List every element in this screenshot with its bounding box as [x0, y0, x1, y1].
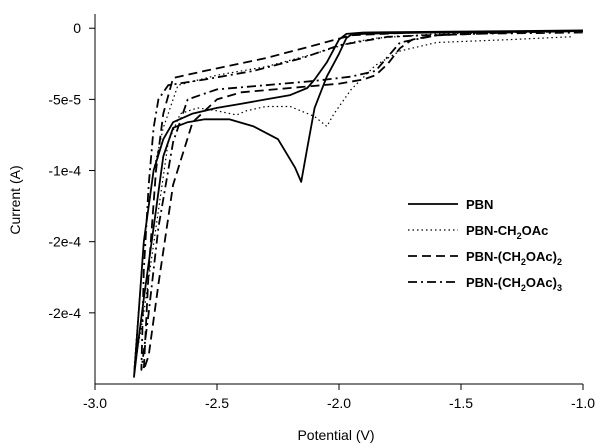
x-tick-label: -1.0	[571, 395, 595, 411]
series-line-3	[142, 30, 584, 371]
legend: PBN PBN-CH2OAc PBN-(CH2OAc)2 PBN-(CH2OAc)3	[408, 197, 562, 293]
x-tick-label: -1.5	[449, 395, 473, 411]
y-tick-label: -1e-4	[48, 163, 81, 179]
x-tick-label: -3.0	[83, 395, 107, 411]
x-tick-label: -2.5	[205, 395, 229, 411]
x-tick-label: -2.0	[327, 395, 351, 411]
series-layer	[133, 29, 584, 378]
legend-label-3: PBN-(CH2OAc)2	[466, 249, 562, 267]
y-tick-label: -5e-5	[48, 91, 81, 107]
y-axis-ticks: 0 -5e-5 -1e-4 -2e-4 -2e-4	[48, 20, 95, 321]
y-tick-label: -2e-4	[48, 305, 81, 321]
y-tick-label: -2e-4	[48, 234, 81, 250]
x-axis-ticks: -3.0 -2.5 -2.0 -1.5 -1.0	[83, 384, 595, 411]
series-line-4	[140, 30, 584, 371]
y-tick-label: 0	[73, 20, 81, 36]
y-axis-title: Current (A)	[7, 165, 23, 234]
legend-label-2: PBN-CH2OAc	[466, 223, 548, 241]
legend-label-1: PBN	[466, 197, 493, 212]
legend-label-4: PBN-(CH2OAc)3	[466, 275, 562, 293]
series-line-2	[133, 30, 584, 371]
axes-frame	[94, 14, 583, 385]
series-line-1	[133, 29, 584, 378]
x-axis-title: Potential (V)	[297, 427, 374, 443]
